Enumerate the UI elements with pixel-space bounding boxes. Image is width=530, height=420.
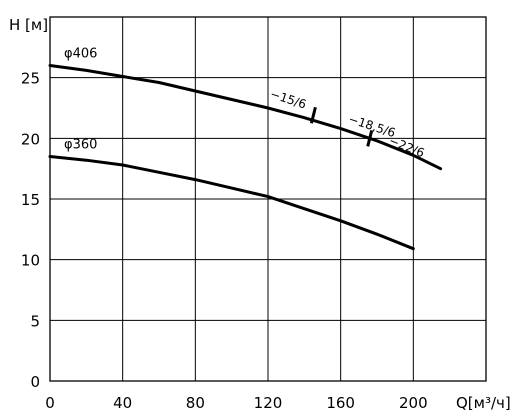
series-line-0 [48, 64, 443, 171]
x-tick-label: 80 [186, 394, 205, 412]
y-tick-label: 10 [21, 252, 40, 270]
marker-label-0: −15/6 [268, 87, 308, 112]
series-label-1: φ360 [64, 138, 97, 153]
marker-label-2: −22/6 [387, 133, 427, 160]
marker-label-1: −18,5/6 [347, 112, 397, 140]
x-tick-label: 200 [399, 394, 428, 412]
tick-labels: 0 40 80 120 160 200 0 5 10 15 20 25 [21, 70, 428, 412]
y-tick-label: 15 [21, 191, 40, 209]
series-line-1 [48, 155, 415, 251]
x-tick-label: 120 [254, 394, 283, 412]
y-tick-label: 20 [21, 130, 40, 148]
marker-tick-0 [309, 106, 317, 124]
y-axis-label: H [м] [9, 16, 48, 34]
y-tick-label: 5 [30, 312, 40, 330]
y-tick-label: 0 [30, 373, 40, 391]
series-label-0: φ406 [64, 47, 97, 62]
grid [50, 17, 486, 381]
marker-tick-1 [366, 129, 374, 147]
x-tick-label: 160 [326, 394, 355, 412]
x-tick-label: 40 [113, 394, 132, 412]
x-tick-label: 0 [45, 394, 55, 412]
markers [309, 106, 374, 147]
labels: H [м] Q[м³/ч] φ406 φ360 −15/6 −18,5/6−22/6 [9, 16, 511, 412]
y-tick-label: 25 [21, 70, 40, 88]
curves [48, 64, 443, 251]
x-axis-label: Q[м³/ч] [456, 394, 511, 412]
